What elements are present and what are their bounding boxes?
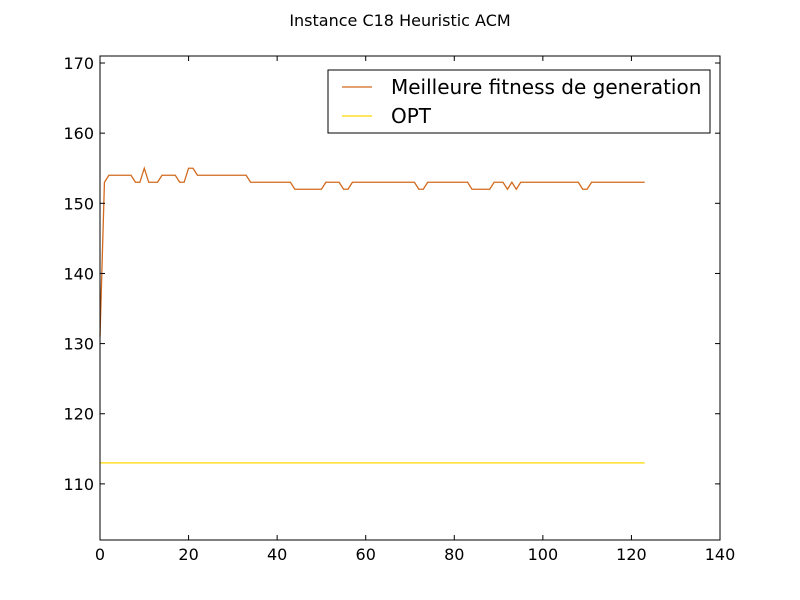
y-tick-label: 160: [63, 124, 94, 143]
plot-frame: [99, 55, 721, 541]
legend-box: [327, 69, 711, 134]
series-line-1: [99, 166, 645, 337]
series-layer: [99, 166, 645, 464]
x-tick-label: 0: [95, 545, 105, 564]
x-tick-label: 60: [356, 545, 376, 564]
legend: Meilleure fitness de generation OPT: [327, 69, 711, 134]
x-tick-label: 40: [267, 545, 287, 564]
y-tick-label: 150: [63, 194, 94, 213]
y-tick-label: 140: [63, 264, 94, 283]
x-tick-label: 100: [528, 545, 559, 564]
x-tick-label: 80: [444, 545, 464, 564]
chart-title: Instance C18 Heuristic ACM: [289, 11, 510, 30]
x-tick-label: 140: [705, 545, 736, 564]
tick-layer: 0 20 40 60 80 100 120 140 110 120 130 140 150 160 170: [63, 54, 735, 564]
y-tick-label: 120: [63, 405, 94, 424]
legend-label: Meilleure fitness de generation: [391, 75, 701, 99]
y-tick-label: 170: [63, 54, 94, 73]
y-tick-label: 110: [63, 475, 94, 494]
y-tick-label: 130: [63, 335, 94, 354]
x-tick-label: 120: [616, 545, 647, 564]
legend-label: OPT: [391, 104, 432, 128]
x-tick-label: 20: [178, 545, 198, 564]
